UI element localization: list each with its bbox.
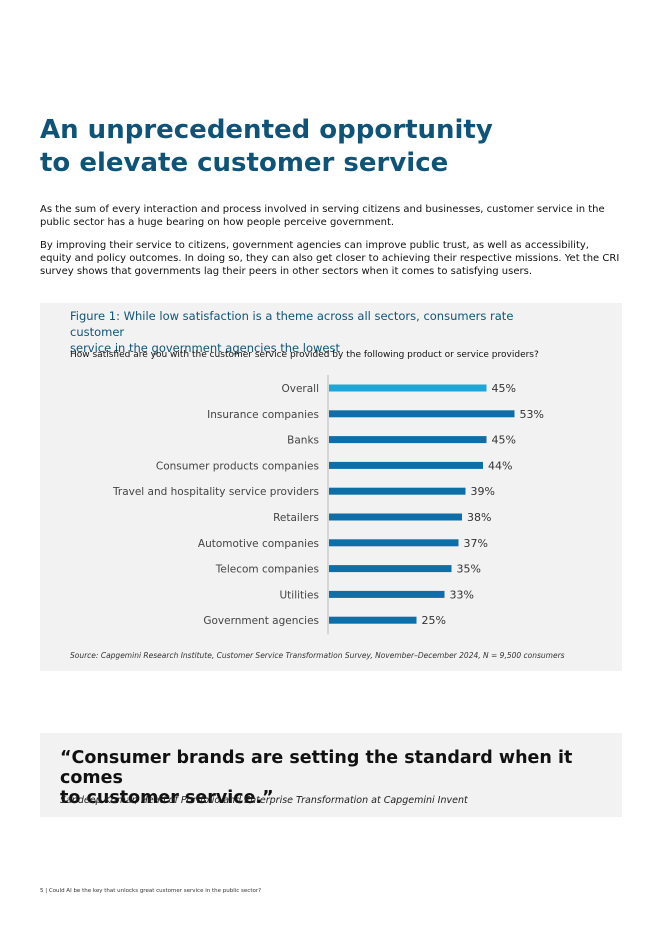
bar — [329, 513, 462, 521]
data-label: 38% — [467, 511, 491, 524]
bar — [329, 539, 459, 547]
category-label: Banks — [287, 435, 319, 447]
figure-question: How satisfied are you with the customer … — [70, 350, 539, 360]
bar — [329, 565, 452, 573]
pull-quote-line-1: “Consumer brands are setting the standar… — [60, 748, 573, 788]
page-title: An unprecedented opportunity to elevate … — [40, 114, 600, 180]
intro-paragraph: As the sum of every interaction and proc… — [40, 204, 605, 228]
category-label: Utilities — [279, 589, 319, 601]
satisfaction-bar-chart: Overall 45% Insurance companies 53% Banks 45%… — [112, 375, 544, 635]
figure-title: Figure 1: While low satisfaction is a th… — [70, 308, 570, 356]
data-label: 25% — [422, 614, 446, 627]
data-label: 45% — [492, 434, 516, 447]
category-label: Consumer products companies — [156, 460, 319, 472]
category-label: Insurance companies — [207, 409, 319, 421]
data-label: 37% — [464, 537, 488, 550]
data-label: 45% — [492, 382, 516, 395]
figure-panel: Figure 1: While low satisfaction is a th… — [40, 303, 622, 671]
bar — [329, 590, 445, 598]
quote-author: Sandeep Kumar, Head of Portfolio and Ent… — [60, 795, 468, 806]
bar — [329, 384, 487, 392]
data-label: 44% — [488, 459, 512, 472]
page-title-line-2: to elevate customer service — [40, 148, 449, 178]
body-paragraph: By improving their service to citizens, … — [40, 240, 620, 277]
data-label: 39% — [471, 485, 495, 498]
pull-quote: “Consumer brands are setting the standar… — [60, 748, 610, 808]
category-label: Travel and hospitality service providers — [112, 486, 319, 498]
data-label: 53% — [520, 408, 544, 421]
data-label: 35% — [457, 563, 481, 576]
figure-title-line-1: Figure 1: While low satisfaction is a th… — [70, 309, 514, 339]
bar — [329, 436, 487, 444]
page-footer: 5 | Could AI be the key that unlocks gre… — [40, 888, 262, 894]
category-label: Overall — [281, 383, 319, 395]
quote-panel: “Consumer brands are setting the standar… — [40, 733, 622, 817]
figure-title-line-2: service in the government agencies the l… — [70, 341, 340, 355]
category-label: Government agencies — [203, 615, 319, 627]
category-label: Retailers — [273, 512, 319, 524]
page-title-line-1: An unprecedented opportunity — [40, 115, 493, 145]
bar — [329, 487, 466, 495]
pull-quote-line-2: to customer service.” — [60, 788, 274, 808]
category-label: Automotive companies — [198, 538, 319, 550]
bar — [329, 616, 417, 624]
category-label: Telecom companies — [215, 564, 319, 576]
bar — [329, 410, 515, 418]
figure-source: Source: Capgemini Research Institute, Cu… — [70, 651, 565, 660]
data-label: 33% — [450, 588, 474, 601]
bar — [329, 461, 483, 469]
